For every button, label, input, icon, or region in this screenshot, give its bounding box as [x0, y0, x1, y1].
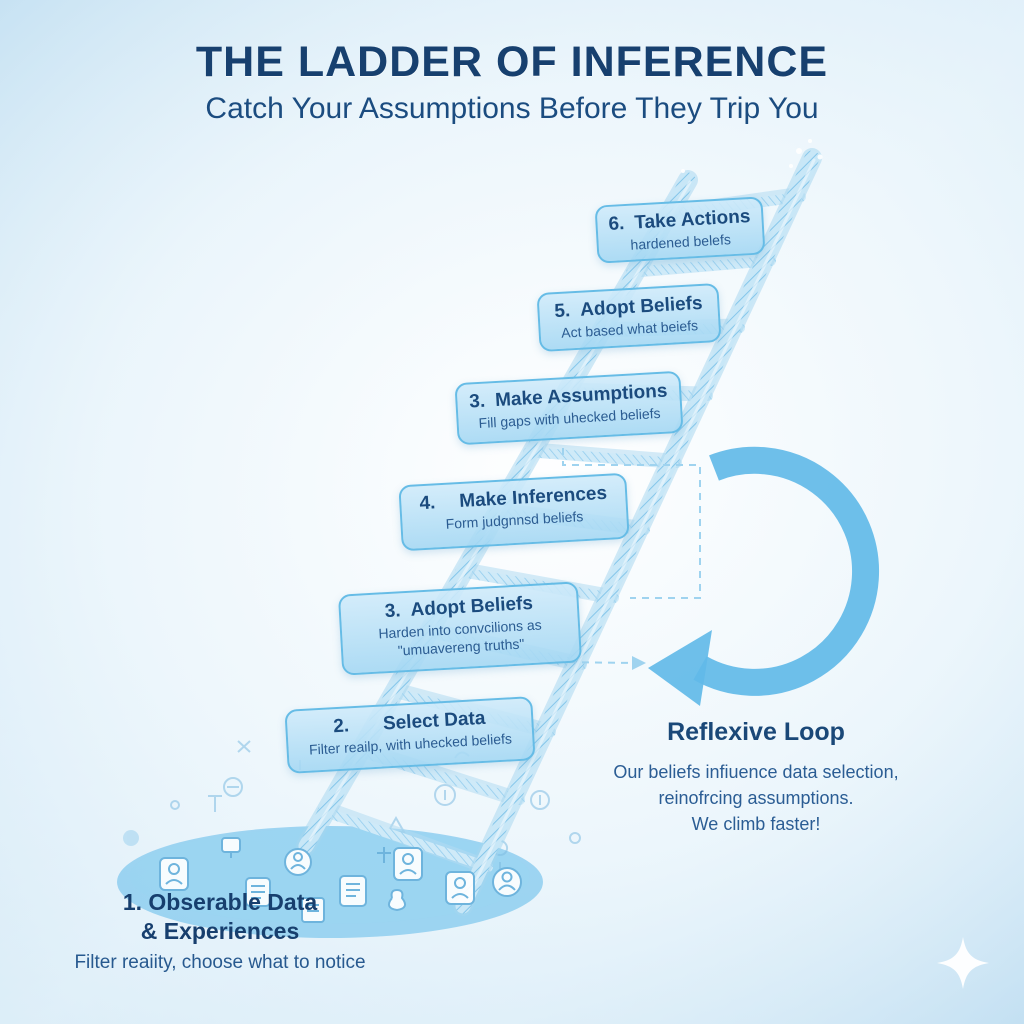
step-number: 2. [332, 715, 350, 738]
step-number: 4. [418, 492, 436, 515]
step-box-adopt-beliefs-upper: 5. Adopt Beliefs Act based what beiefs [536, 282, 722, 353]
reflexive-loop-line: Our beliefs infiuence data selection, [613, 762, 899, 782]
base-subtitle: Filter reaiity, choose what to notice [74, 951, 366, 973]
reflexive-loop-line: reinofrcing assumptions. [658, 788, 854, 809]
step-number: 3. [384, 600, 402, 623]
step-box-take-actions: 6. Take Actions hardened belefs [594, 196, 766, 264]
step-box-make-inferences: 4. Make Inferences Form judgnnsd beliefs [398, 472, 630, 552]
step-number: 6. [607, 213, 625, 235]
base-title-line1: 1. Obserable Data [122, 889, 318, 915]
step-number: 3. [468, 390, 486, 413]
observable-data-label: 1. Obserable Data & Experiences Filter r… [60, 888, 380, 974]
step-title: Select Data [382, 707, 486, 735]
four-point-sparkle-icon [937, 937, 989, 989]
reflexive-loop-line: We climb faster! [691, 814, 821, 835]
ladder-top-sparkles [681, 139, 823, 173]
dashed-arrowhead [632, 656, 646, 670]
page-subtitle: Catch Your Assumptions Before They Trip … [205, 92, 819, 125]
base-title-line2: & Experiences [140, 917, 300, 944]
reflexive-loop-title: Reflexive Loop [667, 718, 845, 746]
step-number: 5. [553, 300, 571, 323]
step-box-adopt-beliefs-lower: 3. Adopt Beliefs Harden into convcilions… [337, 581, 583, 676]
page-title: THE LADDER OF INFERENCE [195, 38, 829, 86]
reflexive-loop-text: Reflexive Loop Our beliefs infiuence dat… [588, 718, 924, 837]
doodle-data-icons [159, 837, 522, 923]
step-box-make-assumptions: 3. Make Assumptions Fill gaps with uheck… [454, 370, 684, 446]
reflexive-loop-arrow [648, 446, 879, 706]
